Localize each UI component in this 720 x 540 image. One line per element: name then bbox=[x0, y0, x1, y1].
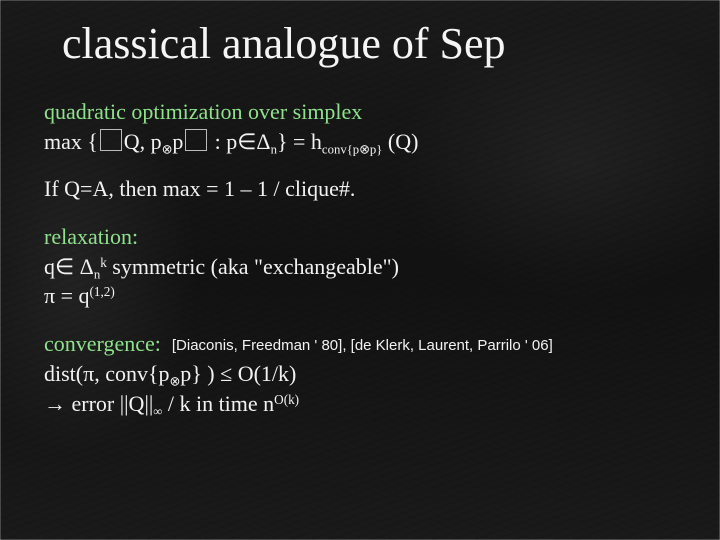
convergence-refs: [Diaconis, Freedman ' 80], [de Klerk, La… bbox=[172, 337, 553, 354]
section-relaxation: relaxation: q∈ Δnk symmetric (aka "excha… bbox=[44, 222, 676, 311]
quad-line-part-c: p bbox=[172, 129, 183, 154]
placeholder-glyph bbox=[185, 129, 207, 151]
relax-line1-b: symmetric (aka "exchangeable") bbox=[107, 254, 399, 279]
quad-line-part-d: : p bbox=[209, 129, 237, 154]
heading-quadratic: quadratic optimization over simplex bbox=[44, 99, 362, 124]
section-convergence: convergence: [Diaconis, Freedman ' 80], … bbox=[44, 329, 676, 418]
clique-note: If Q=A, then max = 1 – 1 / clique#. bbox=[44, 174, 676, 204]
heading-relaxation: relaxation: bbox=[44, 224, 138, 249]
quad-line-part-f: (Q) bbox=[382, 129, 418, 154]
relax-line2-a: π = q bbox=[44, 283, 90, 308]
delta-glyph: Δ bbox=[256, 129, 270, 154]
quad-line-part-e: } = h bbox=[277, 129, 322, 154]
relax-line1-a: q∈ Δ bbox=[44, 254, 94, 279]
quad-line-part-b: Q, p bbox=[124, 129, 162, 154]
in-glyph: ∈ bbox=[237, 129, 256, 154]
conv-sub: conv{p⊗p} bbox=[322, 142, 382, 156]
slide-content: classical analogue of Sep quadratic opti… bbox=[0, 0, 720, 540]
tensor-sub-2: ⊗ bbox=[170, 374, 181, 388]
quad-line-part-a: max { bbox=[44, 129, 98, 154]
relax-k-sup: k bbox=[100, 255, 107, 270]
placeholder-glyph bbox=[100, 129, 122, 151]
ok-sup: O(k) bbox=[274, 391, 299, 406]
slide-title: classical analogue of Sep bbox=[44, 0, 676, 69]
section-quadratic: quadratic optimization over simplex max … bbox=[44, 97, 676, 156]
conv-line2-a: → error ||Q|| bbox=[44, 391, 153, 416]
conv-line2-b: / k in time n bbox=[162, 391, 274, 416]
relax-q-sup: (1,2) bbox=[90, 284, 115, 299]
heading-convergence: convergence: bbox=[44, 331, 161, 356]
conv-line1-a: dist(π, conv{p bbox=[44, 361, 170, 386]
tensor-sub: ⊗ bbox=[162, 142, 173, 156]
inf-sub: ∞ bbox=[153, 404, 162, 418]
conv-line1-b: p} ) ≤ O(1/k) bbox=[180, 361, 296, 386]
